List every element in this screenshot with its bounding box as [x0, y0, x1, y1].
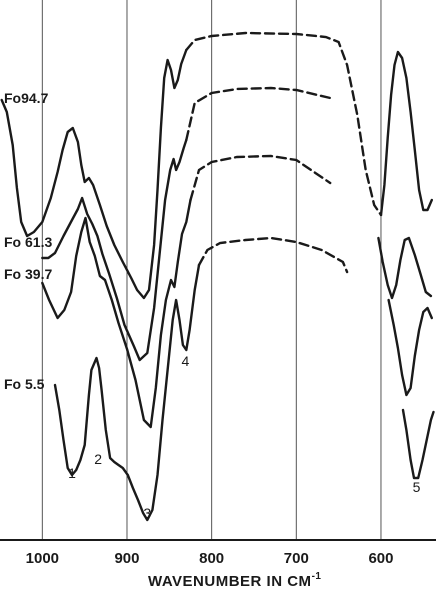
series-line-fo94-7-dashed-0: [185, 31, 383, 217]
x-tick-label-900: 900: [114, 550, 139, 567]
series-line-fo-61-3-solid-0: [41, 138, 188, 362]
series-label-fo94-7: Fo94.7: [4, 90, 49, 106]
x-tick-label-700: 700: [284, 550, 309, 567]
peak-label-4: 4: [182, 353, 190, 369]
series-line-fo94-7-solid-0: [0, 48, 188, 300]
peak-label-3: 3: [143, 505, 151, 521]
x-tick-label-1000: 1000: [26, 550, 59, 567]
series-fo-61-3: [41, 86, 433, 362]
series-fo94-7: [0, 31, 433, 300]
x-axis-title: WAVENUMBER IN CM-1: [148, 571, 321, 590]
series-line-fo-5-5-dashed-0: [197, 236, 349, 274]
x-tick-labels: 1000 900 800 700 600: [26, 550, 394, 567]
series-labels: Fo94.7 Fo 61.3 Fo 39.7 Fo 5.5: [4, 90, 52, 392]
series-layer: [0, 31, 435, 522]
peak-label-5: 5: [413, 479, 421, 495]
x-tick-label-600: 600: [368, 550, 393, 567]
x-axis-title-superscript: -1: [312, 571, 322, 582]
grid: [41, 0, 382, 540]
series-line-fo94-7-solid-1: [379, 50, 433, 217]
series-line-fo-5-5-solid-1: [401, 408, 435, 480]
peak-label-1: 1: [68, 465, 76, 481]
series-line-fo-61-3-dashed-0: [185, 86, 332, 142]
series-line-fo-39-7-solid-1: [387, 298, 433, 397]
series-fo-5-5: [53, 236, 435, 522]
series-line-fo-39-7-solid-0: [41, 198, 192, 429]
peak-label-2: 2: [94, 451, 102, 467]
series-line-fo-5-5-solid-0: [53, 263, 201, 522]
x-axis-title-text: WAVENUMBER IN CM: [148, 573, 312, 590]
series-label-fo61-3: Fo 61.3: [4, 234, 52, 250]
series-line-fo-61-3-solid-1: [377, 236, 433, 300]
series-line-fo-39-7-dashed-0: [189, 154, 332, 202]
x-tick-label-800: 800: [199, 550, 224, 567]
peak-labels: 1 2 3 4 5: [68, 353, 421, 521]
series-label-fo5-5: Fo 5.5: [4, 376, 45, 392]
series-fo-39-7: [41, 154, 433, 429]
series-label-fo39-7: Fo 39.7: [4, 266, 52, 282]
